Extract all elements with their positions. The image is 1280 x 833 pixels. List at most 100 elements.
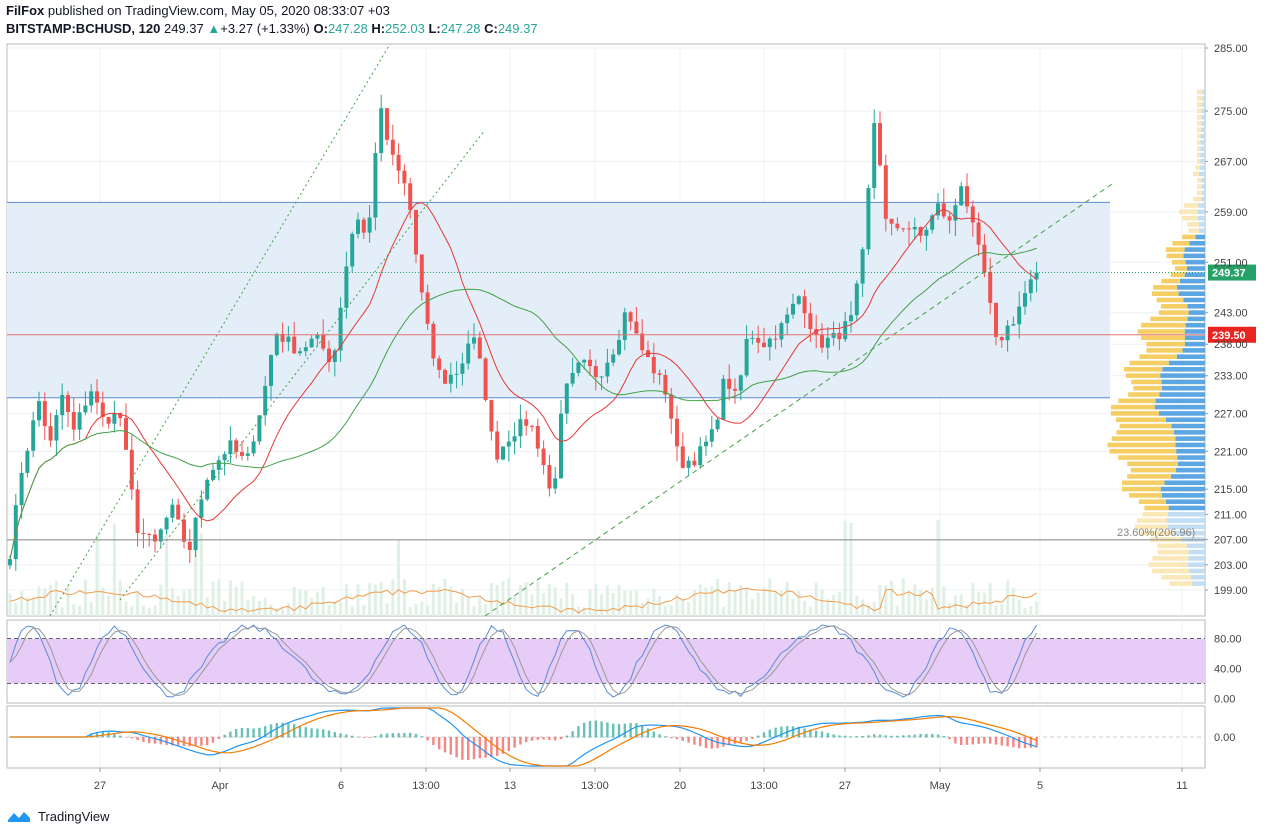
macd-hist-bar [536, 737, 539, 740]
profile-bar-sell [1197, 133, 1201, 139]
macd-hist-bar [559, 737, 563, 740]
macd-hist-bar [1029, 737, 1032, 748]
profile-bar-sell [1193, 171, 1199, 177]
macd-hist-bar [658, 734, 661, 738]
profile-bar-sell [1157, 549, 1189, 555]
candle-body [866, 188, 871, 250]
volume-bar [292, 587, 296, 616]
candle-body [443, 369, 447, 384]
macd-hist-bar [380, 734, 383, 738]
macd-hist-bar [327, 730, 331, 738]
profile-bar-sell [1141, 322, 1186, 328]
candle-body [129, 449, 134, 490]
time-tick-label: 27 [94, 780, 106, 792]
volume-bar [153, 605, 157, 616]
profile-bar-sell [1110, 411, 1159, 416]
volume-bar [472, 606, 476, 616]
volume-bar [803, 600, 807, 616]
profile-bar-buy [1202, 102, 1205, 107]
candle-body [530, 425, 534, 427]
macd-hist-bar [246, 728, 249, 738]
macd-hist-bar [275, 723, 278, 738]
macd-hist-bar [664, 736, 667, 738]
profile-bar-sell [1151, 568, 1189, 574]
time-tick-label: 13:00 [581, 780, 609, 792]
candle-body [1023, 293, 1027, 307]
volume-bar [460, 588, 464, 616]
symbol-label[interactable]: BITSTAMP:BCHUSD, 120 [6, 21, 161, 36]
candle-body [303, 347, 308, 352]
profile-bar-sell [1111, 404, 1155, 410]
ohlc-line: BITSTAMP:BCHUSD, 120 249.37 ▲+3.27 (+1.3… [6, 20, 906, 38]
candle-body [947, 216, 952, 221]
tradingview-footer[interactable]: TradingView [6, 806, 110, 826]
macd-hist-bar [815, 730, 818, 738]
volume-bar [402, 579, 406, 616]
volume-bar [965, 604, 969, 616]
macd-hist-bar [994, 737, 998, 745]
profile-bar-buy [1198, 203, 1205, 208]
macd-hist-bar [519, 737, 522, 745]
candle-body [327, 348, 331, 362]
volume-bar [136, 591, 140, 616]
publisher-name[interactable]: FilFox [6, 3, 45, 18]
candle-body [994, 302, 998, 338]
volume-bar [1035, 601, 1039, 616]
candle-body [147, 533, 152, 535]
macd-hist-bar [455, 737, 458, 758]
time-tick-label: 13:00 [412, 780, 440, 792]
candle-body [66, 394, 70, 413]
candle-body [506, 441, 511, 447]
volume-bar [559, 598, 563, 616]
candle-body [466, 343, 471, 364]
macd-hist-bar [310, 728, 313, 738]
profile-bar-sell [1151, 291, 1179, 296]
candle-body [1017, 306, 1022, 325]
profile-bar-sell [1197, 108, 1203, 114]
macd-hist-bar [606, 722, 609, 738]
volume-bar [49, 584, 53, 616]
macd-hist-bar [229, 731, 232, 738]
candle-body [657, 373, 662, 375]
volume-bar [837, 591, 841, 616]
volume-bar [8, 593, 12, 616]
candle-body [628, 312, 633, 322]
macd-hist-bar [809, 729, 812, 738]
candle-body [541, 448, 546, 466]
volume-bar [750, 598, 754, 616]
profile-bar-sell [1137, 329, 1185, 334]
volume-bar [66, 586, 70, 616]
profile-bar-sell [1195, 165, 1200, 170]
volume-bar [89, 601, 93, 616]
macd-hist-bar [867, 735, 870, 738]
candle-body [878, 123, 882, 166]
volume-bar [107, 595, 111, 616]
candle-body [831, 332, 836, 338]
macd-hist-bar [438, 737, 441, 750]
volume-bar [310, 598, 314, 616]
candle-body [425, 292, 430, 324]
stochastic-k-line [9, 624, 1038, 698]
candle-body [889, 218, 894, 224]
profile-bar-sell [1172, 240, 1190, 246]
volume-bar [687, 601, 691, 616]
macd-hist-bar [844, 735, 847, 738]
volume-bar [907, 592, 911, 616]
profile-bar-buy [1188, 562, 1205, 567]
macd-hist-bar [507, 737, 510, 752]
macd-hist-bar [362, 737, 365, 738]
price-tick-label: 285.00 [1214, 43, 1248, 55]
volume-bar [298, 589, 302, 616]
candle-body [8, 559, 12, 566]
volume-bar [785, 582, 789, 616]
macd-hist-bar [397, 733, 400, 738]
profile-bar-buy [1186, 266, 1205, 271]
candle-body [141, 532, 146, 534]
macd-hist-bar [113, 733, 116, 738]
candle-body [593, 366, 598, 378]
volume-bar [478, 597, 482, 616]
time-tick-label: 11 [1176, 780, 1187, 792]
profile-bar-buy [1200, 133, 1205, 139]
price-tick-label: 233.00 [1214, 371, 1248, 383]
